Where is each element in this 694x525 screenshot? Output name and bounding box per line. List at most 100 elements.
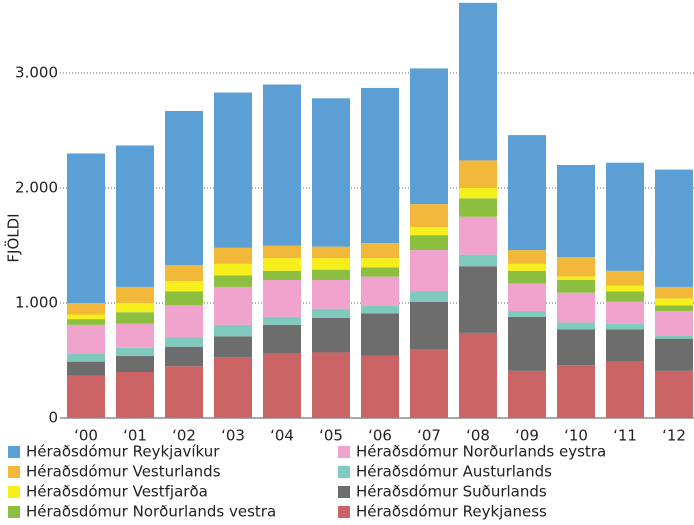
bar-segment [214,336,252,358]
bar-segment [116,372,154,418]
bar-segment [459,188,497,199]
bar-segment [165,305,203,338]
bar-segment [459,254,497,267]
bar-segment [67,314,105,320]
bar-segment [67,375,105,418]
bar-segment [263,316,301,325]
bar-segment [606,301,644,324]
bar-segment [508,283,546,312]
bar-segment [361,276,399,306]
bar-segment [165,346,203,367]
bar-segment [116,347,154,356]
bar-segment [165,265,203,282]
legend-swatch [8,486,20,498]
bar-segment [410,349,448,418]
bar-segment [655,305,693,312]
bar-segment [606,361,644,418]
legend-label: Héraðsdómur Suðurlands [356,483,547,501]
bar-segment [165,281,203,292]
bar-segment [263,270,301,280]
bar-segment [508,270,546,284]
bar-segment [655,370,693,418]
bar-segment [67,361,105,376]
bar-segment [508,370,546,418]
bar-segment [214,324,252,337]
legend-swatch [338,506,350,518]
x-tick-label: ‘04 [270,427,294,445]
bar-segment [312,280,350,309]
x-tick-label: ‘09 [515,427,539,445]
bar-segment [606,162,644,271]
bar-segment [312,352,350,418]
bar-segment [214,357,252,418]
legend-label: Héraðsdómur Norðurlands vestra [26,503,276,521]
bar-segment [214,286,252,325]
bar-segment [557,276,595,280]
bar-segment [165,337,203,347]
legend-label: Héraðsdómur Norðurlands eystra [356,443,606,461]
bar-segment [312,246,350,259]
y-tick-label: 1.000 [15,294,58,312]
legend-swatch [338,446,350,458]
bar-segment [263,84,301,246]
bar-segment [459,266,497,333]
bar-segment [116,323,154,348]
bar-segment [459,2,497,161]
bar-segment [557,365,595,418]
bar-segment [410,301,448,349]
bar-segment [410,250,448,292]
bar-segment [214,263,252,276]
bar-segment [116,145,154,287]
y-axis-label: FJÖLDI [4,213,23,262]
bar-segment [557,257,595,277]
bar-segment [557,322,595,330]
bar-segment [655,169,693,287]
bar-segment [214,247,252,264]
x-tick-label: ‘06 [368,427,392,445]
bar-segment [557,292,595,323]
bar-segment [263,258,301,271]
bar-segment [214,92,252,248]
bar-segment [606,323,644,330]
bar-segment [312,258,350,270]
bar-segment [214,275,252,287]
x-tick-label: ‘11 [613,427,637,445]
bar-segment [655,298,693,306]
bar-segment [361,313,399,356]
bar-segment [508,311,546,317]
bar-segment [410,204,448,228]
bar-segment [312,308,350,318]
bar-segment [557,329,595,366]
y-tick-label: 3.000 [15,64,58,82]
bar-segment [67,319,105,325]
bar-segment [116,355,154,372]
y-tick-label: 2.000 [15,179,58,197]
legend-label: Héraðsdómur Austurlands [356,463,552,481]
bar-segment [606,291,644,302]
bar-segment [655,286,693,299]
bar-segment [263,324,301,354]
legend-swatch [8,446,20,458]
bar-segment [361,355,399,418]
bar-segment [606,285,644,292]
bar-segment [263,280,301,317]
y-tick-label: 0 [48,409,58,427]
x-tick-label: ‘03 [221,427,245,445]
legend-label: Héraðsdómur Vesturlands [26,463,221,481]
x-tick-label: ‘02 [172,427,196,445]
bar-segment [263,353,301,418]
bar-segment [606,270,644,286]
x-tick-label: ‘08 [466,427,490,445]
bar-segment [312,269,350,280]
bar-segment [361,243,399,259]
bar-segment [165,110,203,266]
bar-segment [263,245,301,259]
bar-segment [508,250,546,264]
x-tick-label: ‘00 [74,427,98,445]
x-tick-label: ‘07 [417,427,441,445]
legend-swatch [8,506,20,518]
bar-segment [312,317,350,353]
legend-swatch [338,466,350,478]
bar-segment [67,353,105,362]
